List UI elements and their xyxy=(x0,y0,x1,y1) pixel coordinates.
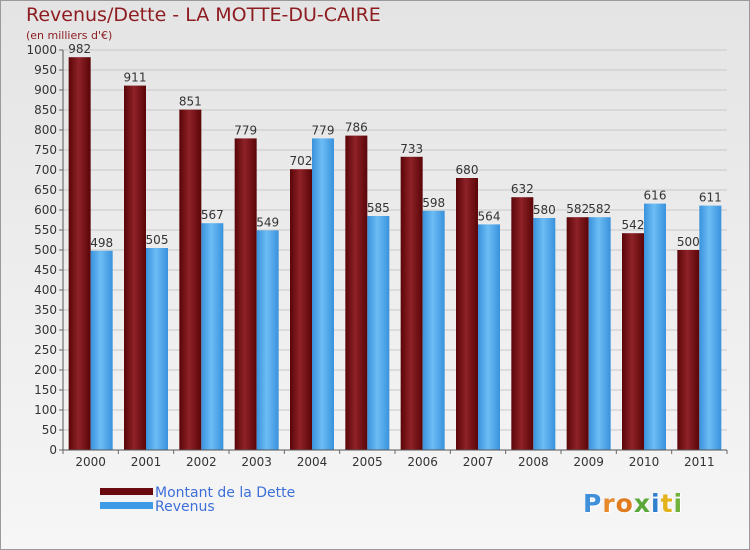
data-label-dette: 779 xyxy=(234,123,257,137)
bar-dette xyxy=(622,233,644,450)
data-label-revenus: 564 xyxy=(478,209,501,223)
data-label-dette: 582 xyxy=(566,202,589,216)
y-tick-label: 150 xyxy=(34,383,57,397)
logo-letter: r xyxy=(602,489,616,518)
bar-dette xyxy=(456,178,478,450)
bar-revenus xyxy=(699,205,722,450)
x-tick-label: 2004 xyxy=(297,455,328,469)
x-tick-label: 2002 xyxy=(186,455,217,469)
y-tick-label: 850 xyxy=(34,103,57,117)
y-tick-label: 700 xyxy=(34,163,57,177)
y-tick-label: 500 xyxy=(34,243,57,257)
y-tick-label: 450 xyxy=(34,263,57,277)
data-label-dette: 911 xyxy=(124,71,147,85)
legend-swatch-revenus xyxy=(100,502,153,509)
y-tick-label: 100 xyxy=(34,403,57,417)
bar-revenus xyxy=(422,210,445,450)
x-tick-label: 2010 xyxy=(629,455,660,469)
data-label-revenus: 549 xyxy=(256,215,279,229)
x-tick-label: 2008 xyxy=(518,455,549,469)
bar-revenus xyxy=(146,248,168,450)
data-label-revenus: 567 xyxy=(201,208,224,222)
y-tick-label: 650 xyxy=(34,183,57,197)
logo-letter: t xyxy=(660,489,674,518)
bar-revenus xyxy=(256,230,279,450)
legend-label-debt: Montant de la Dette xyxy=(155,485,296,501)
chart-subtitle: (en milliers d'€) xyxy=(26,29,113,42)
data-label-revenus: 598 xyxy=(422,196,445,210)
bar-dette xyxy=(290,169,312,450)
y-tick-label: 0 xyxy=(49,443,57,457)
bar-dette xyxy=(68,57,91,450)
bar-dette xyxy=(234,138,257,450)
bar-revenus xyxy=(588,217,611,450)
bar-revenus xyxy=(312,138,334,450)
bar-revenus xyxy=(644,203,666,450)
logo-letter: P xyxy=(583,489,603,518)
bar-dette xyxy=(511,197,534,450)
data-label-revenus: 585 xyxy=(367,201,390,215)
bar-revenus xyxy=(533,218,556,450)
y-tick-label: 350 xyxy=(34,303,57,317)
data-label-revenus: 505 xyxy=(146,233,169,247)
data-label-dette: 542 xyxy=(622,218,645,232)
y-tick-label: 600 xyxy=(34,203,57,217)
data-label-revenus: 611 xyxy=(699,191,722,205)
y-tick-label: 550 xyxy=(34,223,57,237)
data-label-dette: 702 xyxy=(290,154,313,168)
logo-letter: i xyxy=(651,489,661,518)
bar-revenus xyxy=(367,216,390,450)
data-label-dette: 851 xyxy=(179,95,202,109)
x-tick-label: 2003 xyxy=(241,455,272,469)
logo-letter: x xyxy=(633,489,651,518)
x-tick-label: 2007 xyxy=(463,455,494,469)
y-tick-label: 950 xyxy=(34,63,57,77)
data-label-dette: 500 xyxy=(677,235,700,249)
y-tick-label: 750 xyxy=(34,143,57,157)
bar-dette xyxy=(179,109,202,450)
y-tick-label: 1000 xyxy=(26,43,57,57)
legend-swatch-debt xyxy=(100,488,153,495)
y-tick-label: 300 xyxy=(34,323,57,337)
y-tick-label: 800 xyxy=(34,123,57,137)
bar-dette xyxy=(124,85,146,450)
chart-title: Revenus/Dette - LA MOTTE-DU-CAIRE xyxy=(26,4,381,26)
y-tick-label: 900 xyxy=(34,83,57,97)
bar-dette xyxy=(677,250,700,450)
bar-revenus xyxy=(90,250,113,450)
data-label-revenus: 580 xyxy=(533,203,556,217)
x-tick-label: 2000 xyxy=(75,455,106,469)
bar-dette xyxy=(566,217,589,450)
data-label-revenus: 498 xyxy=(90,236,113,250)
data-label-dette: 680 xyxy=(456,163,479,177)
data-label-dette: 733 xyxy=(400,142,423,156)
bar-revenus xyxy=(478,224,500,450)
data-label-dette: 982 xyxy=(68,42,91,56)
y-tick-label: 400 xyxy=(34,283,57,297)
data-label-dette: 786 xyxy=(345,121,368,135)
x-tick-label: 2001 xyxy=(131,455,162,469)
logo-letter: i xyxy=(673,489,684,518)
legend-label-revenus: Revenus xyxy=(155,499,215,515)
data-label-revenus: 582 xyxy=(588,202,611,216)
y-tick-label: 50 xyxy=(42,423,57,437)
x-tick-label: 2009 xyxy=(573,455,604,469)
data-label-revenus: 616 xyxy=(644,189,667,203)
bar-revenus xyxy=(201,223,224,450)
bar-dette xyxy=(345,135,368,450)
y-tick-label: 200 xyxy=(34,363,57,377)
x-tick-label: 2006 xyxy=(407,455,438,469)
proxiti-logo: Proxiti xyxy=(583,489,683,518)
x-tick-label: 2005 xyxy=(352,455,383,469)
bar-dette xyxy=(400,156,423,451)
data-label-revenus: 779 xyxy=(312,123,335,137)
logo-letter: o xyxy=(615,489,634,518)
y-tick-label: 250 xyxy=(34,343,57,357)
data-label-dette: 632 xyxy=(511,182,534,196)
x-tick-label: 2011 xyxy=(684,455,715,469)
